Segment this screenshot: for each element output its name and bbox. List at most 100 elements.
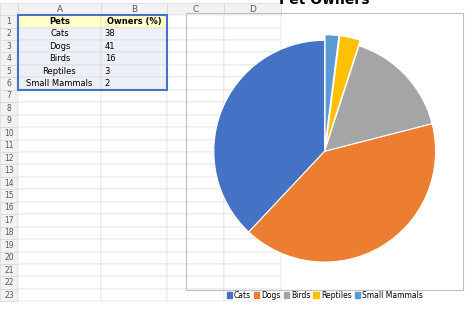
Text: D: D: [249, 5, 256, 14]
Bar: [167, 115, 224, 127]
Bar: [224, 28, 281, 40]
Bar: [0, 214, 18, 227]
Bar: [0, 115, 18, 127]
Bar: [101, 3, 167, 15]
Wedge shape: [325, 35, 339, 146]
Bar: [224, 239, 281, 252]
Bar: [167, 252, 224, 264]
Bar: [224, 189, 281, 202]
Text: 5: 5: [7, 66, 11, 76]
Bar: [18, 177, 101, 189]
Bar: [224, 227, 281, 239]
Wedge shape: [249, 123, 436, 262]
Bar: [101, 277, 167, 289]
Bar: [0, 164, 18, 177]
Bar: [167, 3, 224, 15]
Bar: [0, 40, 18, 53]
Text: Small Mammals: Small Mammals: [26, 79, 93, 88]
Bar: [0, 65, 18, 77]
Bar: [18, 15, 167, 90]
Text: 2: 2: [105, 79, 110, 88]
Bar: [167, 227, 224, 239]
Bar: [167, 264, 224, 277]
Bar: [224, 152, 281, 164]
Text: 23: 23: [4, 290, 14, 300]
Bar: [167, 189, 224, 202]
Bar: [18, 277, 101, 289]
Text: 2: 2: [7, 29, 11, 38]
Bar: [18, 140, 101, 152]
Bar: [167, 177, 224, 189]
Bar: [18, 164, 101, 177]
Bar: [167, 15, 224, 28]
Bar: [224, 53, 281, 65]
Text: 7: 7: [7, 91, 11, 100]
Bar: [0, 277, 18, 289]
Bar: [0, 264, 18, 277]
Bar: [18, 3, 101, 15]
Text: 1: 1: [7, 17, 11, 26]
Bar: [101, 127, 167, 140]
Text: 15: 15: [4, 191, 14, 200]
Text: A: A: [56, 5, 63, 14]
Bar: [101, 15, 167, 28]
Text: 6: 6: [7, 79, 11, 88]
Bar: [167, 53, 224, 65]
Bar: [18, 264, 101, 277]
Text: 20: 20: [4, 253, 14, 262]
Bar: [18, 28, 101, 40]
Bar: [167, 289, 224, 301]
Bar: [18, 202, 101, 214]
Bar: [167, 127, 224, 140]
Bar: [18, 15, 101, 28]
Bar: [101, 65, 167, 77]
Bar: [224, 164, 281, 177]
Text: 17: 17: [4, 216, 14, 225]
Text: C: C: [192, 5, 199, 14]
Bar: [224, 115, 281, 127]
Bar: [224, 289, 281, 301]
Bar: [101, 252, 167, 264]
Bar: [0, 252, 18, 264]
Legend: Cats, Dogs, Birds, Reptiles, Small Mammals: Cats, Dogs, Birds, Reptiles, Small Mamma…: [224, 288, 426, 303]
Bar: [101, 90, 167, 102]
Bar: [167, 102, 224, 115]
Bar: [167, 239, 224, 252]
Bar: [224, 127, 281, 140]
Bar: [18, 227, 101, 239]
Bar: [101, 28, 167, 40]
Bar: [101, 227, 167, 239]
Bar: [101, 239, 167, 252]
Bar: [18, 152, 101, 164]
Bar: [167, 77, 224, 90]
Bar: [0, 28, 18, 40]
Bar: [18, 115, 101, 127]
Bar: [101, 102, 167, 115]
Bar: [186, 13, 463, 290]
Bar: [0, 127, 18, 140]
Text: 8: 8: [7, 104, 11, 113]
Bar: [101, 289, 167, 301]
Bar: [18, 252, 101, 264]
Bar: [101, 202, 167, 214]
Wedge shape: [214, 40, 325, 232]
Text: 22: 22: [4, 278, 14, 287]
Bar: [101, 115, 167, 127]
Wedge shape: [326, 36, 360, 146]
Bar: [18, 239, 101, 252]
Bar: [167, 65, 224, 77]
Text: 18: 18: [4, 228, 14, 238]
Bar: [101, 177, 167, 189]
Bar: [167, 277, 224, 289]
Bar: [224, 77, 281, 90]
Bar: [18, 102, 101, 115]
Text: 3: 3: [105, 66, 110, 76]
Text: B: B: [131, 5, 137, 14]
Bar: [224, 214, 281, 227]
Bar: [18, 214, 101, 227]
Bar: [224, 264, 281, 277]
Bar: [0, 3, 18, 15]
Text: 38: 38: [105, 29, 116, 38]
Bar: [18, 289, 101, 301]
Bar: [224, 15, 281, 28]
